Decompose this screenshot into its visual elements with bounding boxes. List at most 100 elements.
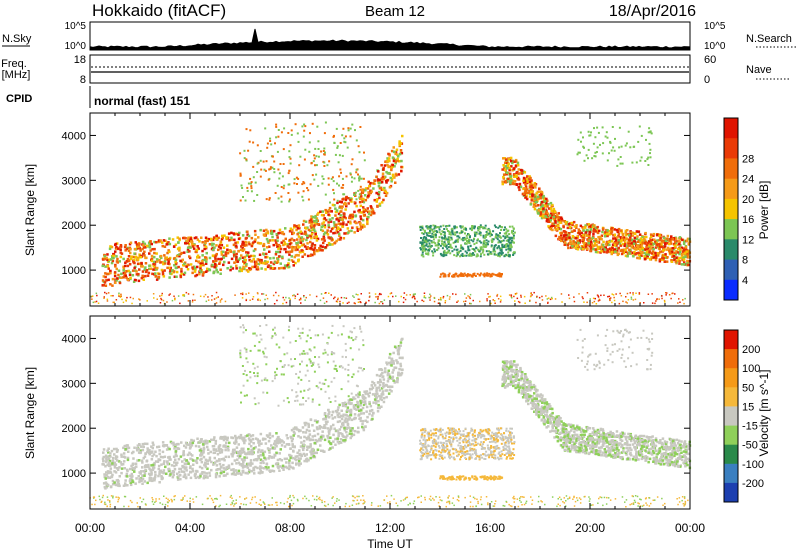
echo-cell — [106, 300, 109, 302]
echo-cell — [256, 241, 260, 245]
echo-cell — [276, 245, 279, 248]
echo-cell — [587, 130, 590, 133]
echo-cell — [163, 269, 166, 272]
echo-cell — [143, 474, 146, 477]
echo-cell — [616, 164, 619, 167]
echo-cell — [333, 297, 335, 300]
echo-cell — [321, 224, 325, 228]
echo-cell — [334, 296, 336, 298]
echo-cell — [292, 231, 295, 235]
echo-cell — [341, 421, 345, 425]
echo-cell — [358, 413, 361, 416]
echo-cell — [307, 435, 310, 438]
echo-cell — [572, 245, 576, 248]
echo-cell — [273, 261, 277, 264]
echo-cell — [235, 258, 238, 261]
echo-cell — [537, 197, 540, 201]
echo-cell — [509, 156, 513, 160]
echo-cell — [669, 247, 673, 250]
echo-cell — [109, 283, 112, 286]
echo-cell — [593, 224, 596, 227]
echo-cell — [318, 247, 321, 250]
echo-cell — [335, 300, 338, 303]
echo-cell — [315, 426, 319, 429]
echo-cell — [200, 460, 204, 464]
echo-cell — [212, 260, 215, 263]
echo-cell — [131, 480, 135, 484]
echo-cell — [339, 214, 342, 217]
echo-cell — [169, 473, 172, 476]
echo-cell — [274, 192, 277, 194]
echo-cell — [504, 235, 507, 238]
echo-cell — [326, 233, 330, 236]
ytick-label: 2000 — [62, 220, 86, 232]
echo-cell — [585, 233, 588, 237]
echo-cell — [472, 240, 475, 243]
echo-cell — [621, 162, 624, 165]
echo-cell — [468, 249, 471, 252]
echo-cell — [224, 251, 228, 254]
echo-cell — [171, 475, 175, 479]
echo-cell — [211, 299, 213, 301]
echo-cell — [664, 256, 668, 259]
echo-cell — [220, 450, 224, 454]
echo-cell — [613, 228, 616, 231]
echo-cell — [396, 159, 399, 162]
echo-cell — [617, 246, 620, 250]
echo-cell — [323, 231, 327, 234]
echo-cell — [327, 224, 330, 227]
echo-cell — [337, 212, 341, 216]
echo-cell — [296, 243, 299, 247]
echo-cell — [244, 435, 247, 438]
echo-cell — [284, 237, 287, 241]
echo-cell — [446, 247, 449, 250]
echo-cell — [161, 260, 164, 264]
echo-cell — [482, 273, 485, 276]
echo-cell — [490, 273, 493, 276]
echo-cell — [337, 222, 341, 225]
echo-cell — [678, 259, 681, 263]
echo-cell — [597, 295, 599, 297]
echo-cell — [530, 184, 533, 188]
echo-cell — [627, 130, 630, 133]
echo-cell — [113, 461, 116, 465]
echo-cell — [474, 234, 476, 237]
echo-cell — [434, 242, 437, 245]
echo-cell — [611, 243, 615, 246]
echo-cell — [257, 262, 261, 266]
echo-cell — [425, 248, 427, 251]
echo-cell — [550, 296, 553, 299]
echo-cell — [478, 250, 481, 253]
echo-cell — [277, 255, 281, 258]
echo-cell — [400, 371, 404, 375]
echo-cell — [128, 273, 132, 277]
echo-cell — [115, 255, 118, 258]
echo-cell — [309, 294, 311, 296]
echo-cell — [150, 254, 154, 258]
echo-cell — [614, 237, 618, 240]
echo-cell — [381, 188, 385, 191]
echo-cell — [114, 265, 117, 268]
echo-cell — [182, 475, 185, 478]
echo-cell — [290, 129, 293, 132]
echo-cell — [199, 475, 202, 478]
echo-cell — [283, 465, 286, 469]
echo-cell — [475, 241, 478, 244]
echo-cell — [144, 274, 147, 278]
echo-cell — [612, 234, 615, 237]
echo-cell — [317, 140, 320, 143]
echo-cell — [624, 249, 627, 252]
echo-cell — [624, 250, 628, 254]
echo-cell — [268, 245, 271, 248]
echo-cell — [269, 229, 273, 233]
echo-cell — [628, 248, 631, 252]
echo-cell — [244, 199, 247, 202]
echo-cell — [351, 158, 354, 161]
echo-cell — [541, 204, 544, 207]
echo-cell — [388, 186, 392, 189]
echo-cell — [593, 300, 596, 303]
echo-cell — [358, 177, 360, 180]
echo-cell — [492, 238, 495, 241]
echo-cell — [238, 269, 241, 273]
echo-cell — [292, 246, 295, 249]
